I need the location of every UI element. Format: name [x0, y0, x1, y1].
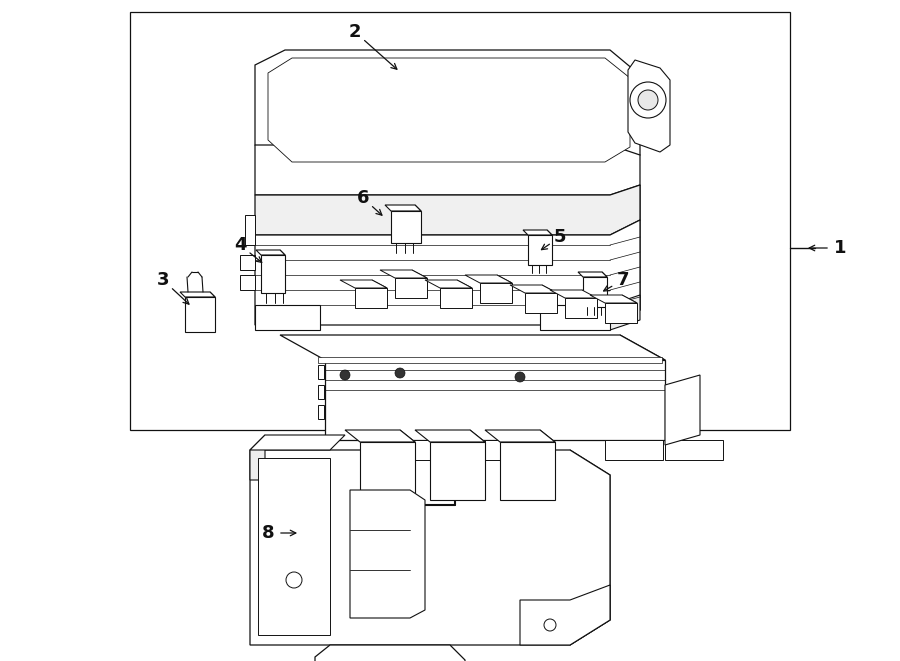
Polygon shape [395, 278, 427, 298]
Polygon shape [412, 270, 427, 298]
Polygon shape [457, 280, 472, 308]
Polygon shape [240, 275, 255, 290]
Polygon shape [605, 303, 637, 323]
Polygon shape [240, 255, 255, 270]
Polygon shape [628, 60, 670, 152]
Polygon shape [540, 430, 555, 500]
Polygon shape [570, 450, 610, 645]
Polygon shape [210, 292, 215, 332]
Polygon shape [355, 288, 387, 308]
Polygon shape [542, 285, 557, 313]
Polygon shape [525, 293, 557, 313]
Polygon shape [665, 440, 723, 460]
Polygon shape [280, 250, 285, 293]
Polygon shape [510, 285, 557, 293]
Polygon shape [250, 450, 610, 645]
Polygon shape [425, 280, 472, 288]
Circle shape [395, 368, 405, 378]
Polygon shape [250, 435, 265, 480]
Polygon shape [255, 185, 640, 235]
Polygon shape [500, 442, 555, 500]
Polygon shape [565, 298, 597, 318]
Polygon shape [550, 290, 597, 298]
Polygon shape [180, 292, 215, 297]
Text: 6: 6 [356, 189, 369, 207]
Polygon shape [470, 430, 485, 500]
Polygon shape [250, 435, 345, 450]
Polygon shape [261, 255, 285, 293]
Polygon shape [255, 220, 640, 325]
Circle shape [286, 572, 302, 588]
Polygon shape [430, 442, 485, 500]
Polygon shape [318, 405, 324, 419]
Polygon shape [318, 365, 324, 379]
Polygon shape [245, 215, 255, 245]
Polygon shape [582, 290, 597, 318]
Text: 1: 1 [833, 239, 846, 257]
Polygon shape [255, 145, 640, 195]
Polygon shape [255, 305, 320, 330]
Circle shape [515, 372, 525, 382]
Polygon shape [480, 283, 512, 303]
Polygon shape [465, 275, 512, 283]
Circle shape [544, 619, 556, 631]
Polygon shape [380, 270, 427, 278]
Polygon shape [385, 205, 421, 211]
Polygon shape [440, 288, 472, 308]
Circle shape [638, 90, 658, 110]
Polygon shape [256, 250, 285, 255]
Text: 2: 2 [349, 23, 361, 41]
Circle shape [630, 82, 666, 118]
Polygon shape [605, 440, 663, 460]
Polygon shape [315, 645, 465, 661]
Polygon shape [528, 235, 552, 265]
Text: 8: 8 [262, 524, 274, 542]
Polygon shape [391, 211, 421, 243]
Polygon shape [583, 277, 607, 307]
Polygon shape [610, 185, 640, 325]
Polygon shape [610, 295, 640, 330]
Circle shape [340, 370, 350, 380]
Polygon shape [415, 205, 421, 243]
Polygon shape [485, 440, 543, 460]
Polygon shape [485, 430, 555, 442]
Polygon shape [360, 442, 415, 500]
Polygon shape [602, 272, 607, 307]
Polygon shape [590, 295, 637, 303]
Polygon shape [258, 458, 330, 635]
Polygon shape [345, 430, 415, 442]
Polygon shape [318, 357, 662, 363]
Polygon shape [372, 280, 387, 308]
Polygon shape [523, 230, 552, 235]
Polygon shape [578, 272, 607, 277]
Polygon shape [280, 335, 665, 360]
Polygon shape [665, 375, 700, 445]
Text: 3: 3 [157, 271, 169, 289]
Text: 4: 4 [234, 236, 247, 254]
Polygon shape [340, 280, 387, 288]
Polygon shape [385, 440, 443, 460]
Polygon shape [255, 50, 640, 170]
Polygon shape [497, 275, 512, 303]
Polygon shape [622, 295, 637, 323]
Polygon shape [415, 430, 485, 442]
Polygon shape [547, 230, 552, 265]
Polygon shape [620, 335, 665, 440]
Polygon shape [350, 490, 425, 618]
Polygon shape [318, 385, 324, 399]
Polygon shape [130, 12, 790, 430]
Polygon shape [325, 360, 665, 440]
Text: 5: 5 [554, 228, 566, 246]
Text: 7: 7 [616, 271, 629, 289]
Polygon shape [268, 58, 630, 162]
Polygon shape [520, 585, 610, 645]
Polygon shape [540, 305, 610, 330]
Polygon shape [185, 297, 215, 332]
Polygon shape [400, 430, 415, 500]
